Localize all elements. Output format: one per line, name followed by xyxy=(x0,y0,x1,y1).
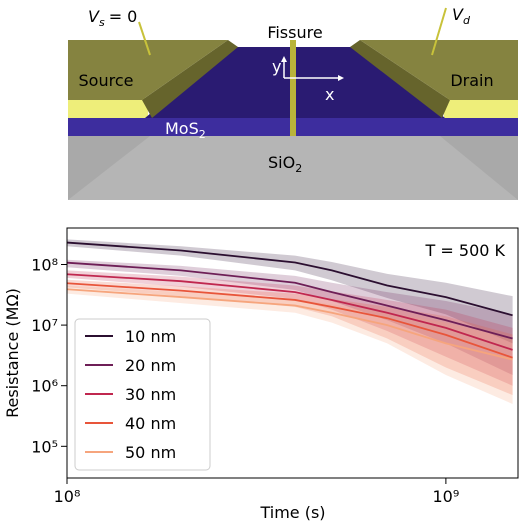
series-line xyxy=(67,282,513,359)
plot xyxy=(67,239,513,404)
drain-gold xyxy=(444,98,518,118)
label: MoS xyxy=(165,119,199,138)
drain-electrode xyxy=(360,40,518,100)
legend-label: 40 nm xyxy=(125,414,176,433)
label: SiO2 xyxy=(268,153,302,175)
y-tick-label: 10⁸ xyxy=(31,255,58,274)
arrow-head xyxy=(281,56,287,62)
drain-slope xyxy=(350,40,450,118)
plot-frame xyxy=(66,227,519,479)
uncertainty-band xyxy=(67,285,513,404)
source-electrode xyxy=(68,40,228,100)
probe xyxy=(431,7,447,56)
y-axis-label: Resistance (MΩ) xyxy=(3,288,22,418)
label: Source xyxy=(79,71,134,90)
x-axis-label: Time (s) xyxy=(259,503,325,522)
series-line xyxy=(67,261,513,340)
series-line xyxy=(67,273,513,351)
label: V xyxy=(88,7,100,26)
label: Drain xyxy=(450,71,493,90)
legend-label: 10 nm xyxy=(125,327,176,346)
label: V xyxy=(452,5,464,24)
label: s xyxy=(99,16,105,29)
y-tick-label: 10⁵ xyxy=(31,437,58,456)
label: d xyxy=(463,14,471,27)
label: Vs = 0 xyxy=(88,7,137,29)
y-tick-label: 10⁷ xyxy=(31,316,58,335)
label: 2 xyxy=(199,128,206,141)
source-slope xyxy=(142,40,238,118)
legend-label: 30 nm xyxy=(125,385,176,404)
label: MoS2 xyxy=(165,119,206,141)
legend-box xyxy=(74,318,211,471)
legend-label: 20 nm xyxy=(125,356,176,375)
uncertainty-band xyxy=(67,239,513,344)
series-line xyxy=(67,288,513,361)
y-tick-label: 10⁶ xyxy=(31,377,58,396)
series-line xyxy=(67,241,513,317)
fissure xyxy=(290,40,296,136)
source-gold xyxy=(68,98,148,118)
annotation: T = 500 K xyxy=(425,241,506,260)
label: = 0 xyxy=(109,7,138,26)
x-tick-label: 10⁹ xyxy=(432,487,459,506)
label: x xyxy=(325,85,334,104)
probe xyxy=(138,21,151,56)
label: SiO xyxy=(268,153,295,172)
uncertainty-band xyxy=(67,279,513,396)
x-tick-label: 10⁸ xyxy=(54,487,81,506)
sio2-face xyxy=(68,136,518,200)
label: Fissure xyxy=(267,23,322,42)
label: 2 xyxy=(295,162,302,175)
legend-label: 50 nm xyxy=(125,443,176,462)
device-diagram: Fissure Source Drain y x Vs = 0 Vd MoS2 S… xyxy=(68,5,518,200)
arrow-head xyxy=(338,75,344,81)
label: Vd xyxy=(452,5,471,27)
label: y xyxy=(272,57,281,76)
